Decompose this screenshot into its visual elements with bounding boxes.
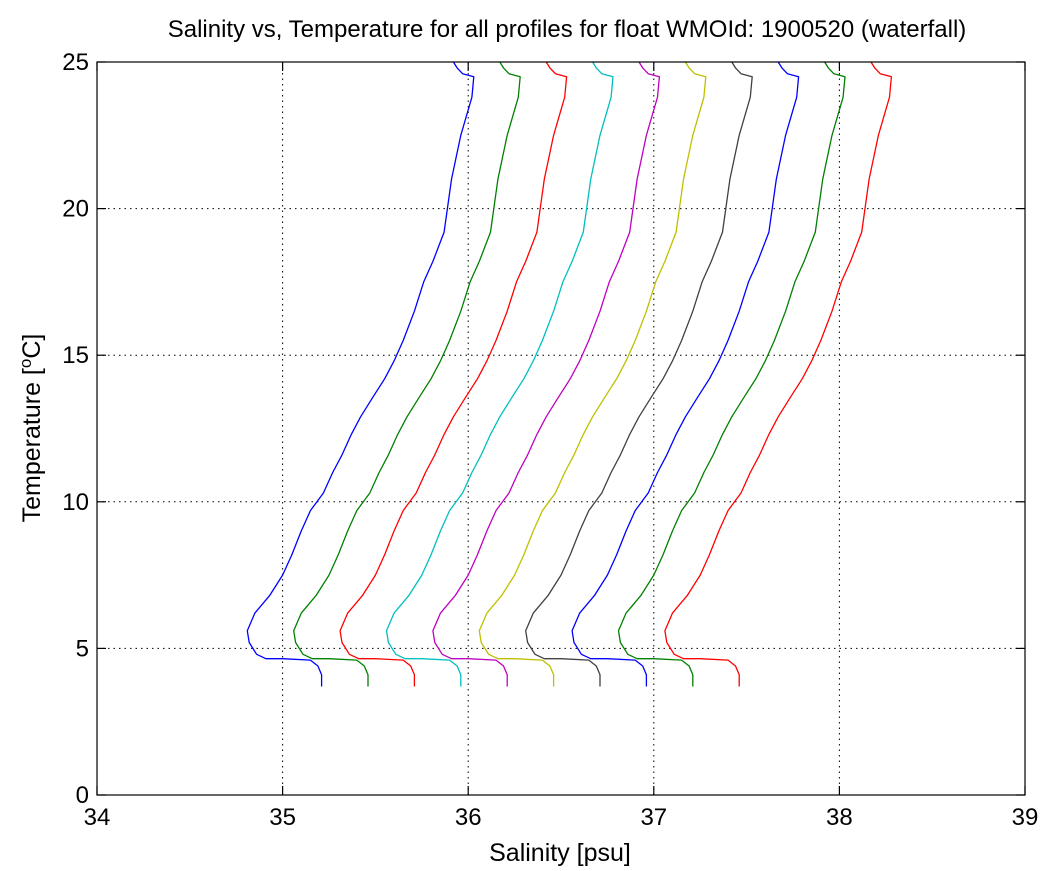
- y-tick-label: 5: [76, 635, 89, 662]
- axes-box: [96, 61, 1026, 796]
- grid-lines: [97, 62, 1025, 795]
- x-tick-label: 35: [269, 804, 296, 831]
- profile-line-5: [432, 61, 661, 687]
- y-tick-label: 10: [62, 489, 89, 516]
- x-tick-label: 34: [84, 804, 111, 831]
- series-lines: [246, 61, 893, 687]
- y-tick-label: 25: [62, 49, 89, 76]
- profile-line-10: [664, 61, 893, 687]
- y-tick-labels: 0 5 10 15 20 25: [62, 49, 89, 809]
- y-axis-title: Temperature [oC]: [16, 334, 46, 523]
- y-axis-title-suffix: C]: [18, 334, 46, 359]
- profile-line-7: [525, 61, 753, 687]
- x-tick-label: 39: [1012, 804, 1039, 831]
- profile-line-1: [246, 61, 475, 687]
- x-axis-title: Salinity [psu]: [489, 839, 631, 867]
- tick-marks: [96, 61, 1026, 796]
- y-tick-label: 20: [62, 196, 89, 223]
- x-tick-labels: 34 35 36 37 38 39: [84, 804, 1039, 831]
- profile-line-4: [385, 61, 614, 687]
- x-tick-label: 36: [455, 804, 482, 831]
- x-tick-label: 37: [640, 804, 667, 831]
- x-tick-label: 38: [826, 804, 853, 831]
- profile-line-9: [617, 61, 846, 687]
- y-tick-label: 15: [62, 342, 89, 369]
- plot-area: [96, 61, 1026, 796]
- y-tick-label: 0: [76, 782, 89, 809]
- chart-title: Salinity vs, Temperature for all profile…: [168, 16, 967, 43]
- plot-background: [97, 62, 1025, 795]
- y-axis-title-superscript: o: [16, 359, 35, 368]
- profile-line-8: [571, 61, 800, 687]
- profile-line-2: [293, 61, 521, 687]
- profile-line-6: [478, 61, 707, 687]
- profile-line-3: [339, 61, 568, 687]
- y-axis-title-prefix: Temperature [: [18, 368, 46, 522]
